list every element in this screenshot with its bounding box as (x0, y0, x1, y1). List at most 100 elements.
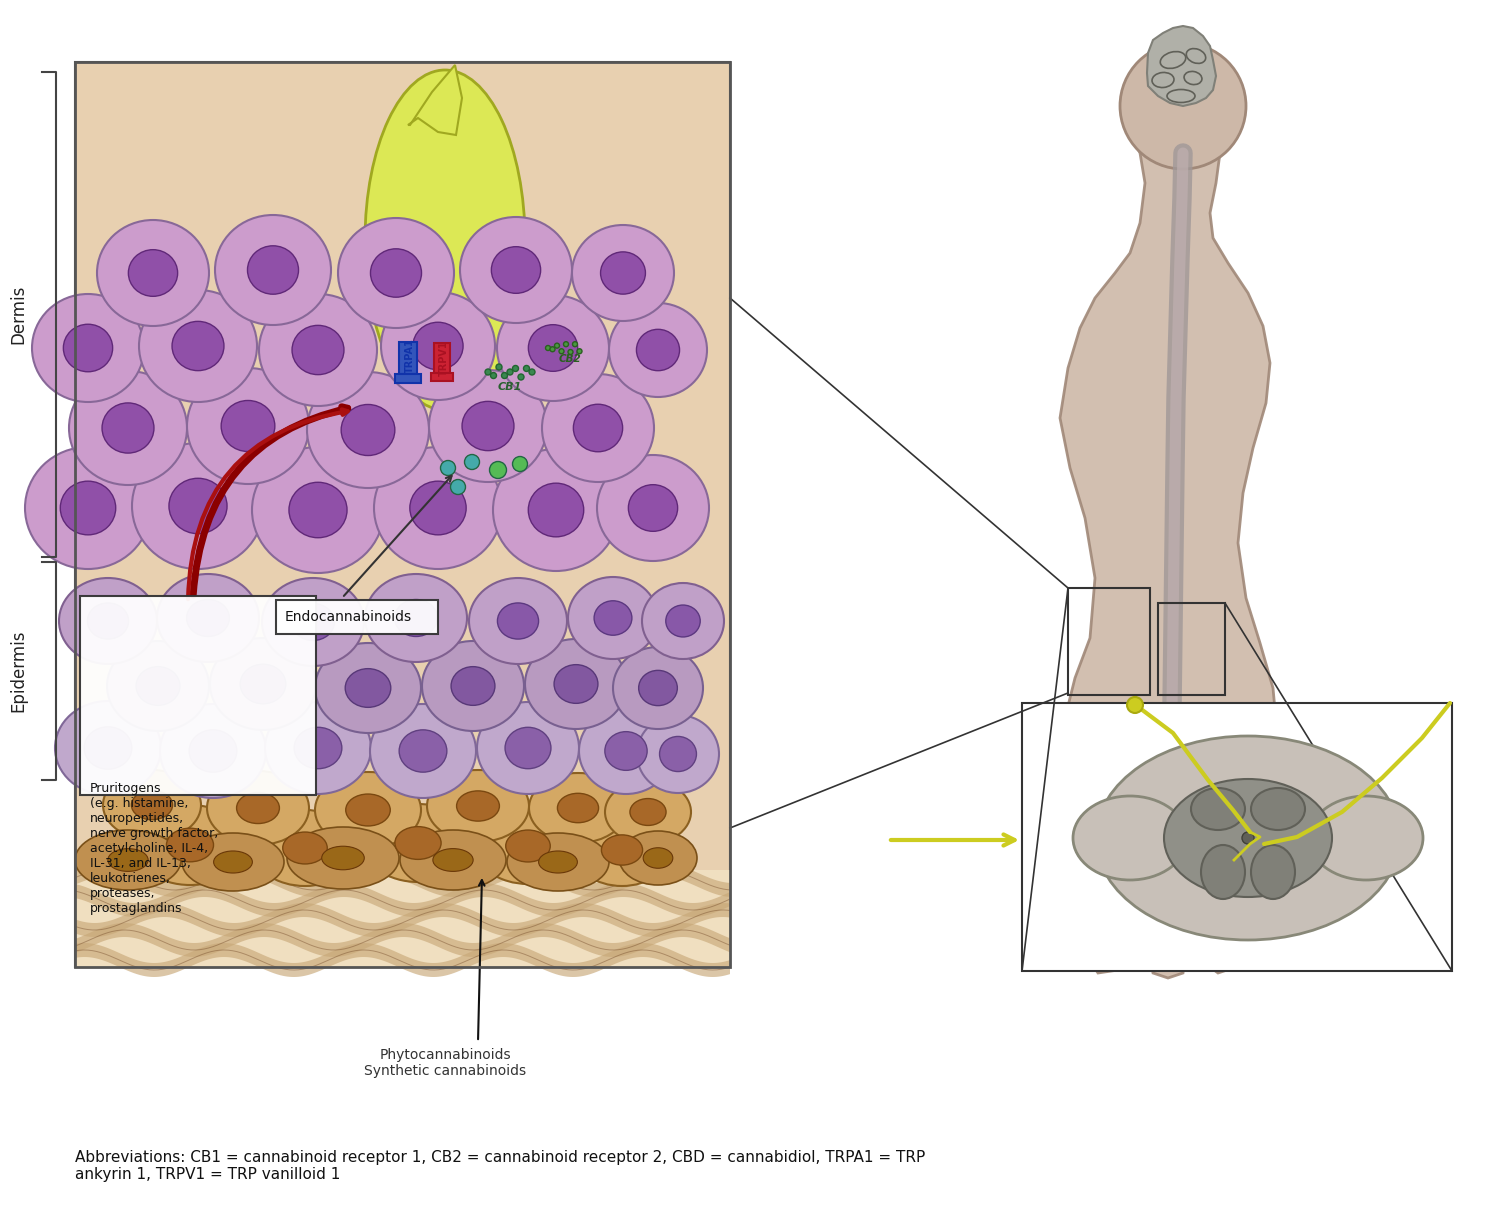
Bar (1158, 603, 1225, 695)
Ellipse shape (182, 833, 284, 891)
Ellipse shape (595, 600, 632, 635)
Ellipse shape (1250, 789, 1304, 830)
Bar (75, 870, 731, 967)
Ellipse shape (399, 730, 447, 773)
Ellipse shape (258, 294, 376, 406)
Ellipse shape (601, 252, 645, 294)
Ellipse shape (451, 667, 495, 706)
Ellipse shape (580, 708, 672, 793)
Ellipse shape (338, 217, 454, 328)
Ellipse shape (539, 850, 577, 874)
Text: CB2: CB2 (559, 354, 581, 364)
Bar (399, 341, 417, 374)
Ellipse shape (460, 217, 572, 323)
Ellipse shape (241, 665, 285, 703)
Ellipse shape (31, 294, 143, 402)
Ellipse shape (506, 830, 550, 861)
Ellipse shape (381, 292, 495, 400)
Ellipse shape (88, 603, 128, 639)
Ellipse shape (139, 290, 257, 402)
Circle shape (559, 349, 565, 354)
Ellipse shape (190, 730, 238, 773)
Ellipse shape (409, 481, 466, 535)
Circle shape (441, 460, 456, 475)
Ellipse shape (1201, 844, 1245, 899)
Ellipse shape (462, 401, 514, 451)
Ellipse shape (97, 220, 209, 326)
Ellipse shape (506, 833, 610, 891)
Ellipse shape (605, 780, 692, 844)
Text: TRPA1: TRPA1 (405, 338, 415, 373)
Ellipse shape (187, 368, 309, 484)
Ellipse shape (261, 578, 365, 666)
Ellipse shape (84, 727, 131, 769)
Ellipse shape (291, 326, 344, 374)
Ellipse shape (128, 249, 178, 296)
Ellipse shape (1073, 796, 1188, 880)
Ellipse shape (131, 443, 264, 569)
Text: Dermis: Dermis (9, 284, 27, 344)
Ellipse shape (421, 642, 524, 731)
Ellipse shape (252, 810, 359, 886)
Ellipse shape (602, 835, 642, 865)
Bar (75, 62, 731, 967)
Bar (1068, 588, 1150, 695)
Ellipse shape (157, 573, 258, 662)
Circle shape (512, 366, 518, 372)
Circle shape (451, 480, 466, 495)
Circle shape (502, 373, 508, 379)
Ellipse shape (394, 599, 438, 637)
Polygon shape (1147, 26, 1216, 106)
Circle shape (486, 369, 492, 375)
Ellipse shape (574, 405, 623, 452)
Ellipse shape (636, 329, 680, 371)
Text: Pruritogens
(e.g. histamine,
neuropeptides,
nerve growth factor,
acetylcholine, : Pruritogens (e.g. histamine, neuropeptid… (90, 782, 218, 915)
Ellipse shape (345, 795, 390, 826)
Ellipse shape (69, 371, 187, 485)
Circle shape (490, 373, 496, 379)
Ellipse shape (294, 728, 342, 769)
Ellipse shape (321, 846, 365, 870)
Ellipse shape (524, 639, 627, 729)
Ellipse shape (55, 701, 161, 795)
Ellipse shape (282, 832, 327, 864)
Ellipse shape (315, 643, 421, 733)
Ellipse shape (529, 484, 584, 537)
Bar (430, 373, 453, 382)
Circle shape (490, 462, 506, 479)
Bar (75, 62, 731, 967)
Ellipse shape (493, 450, 619, 571)
Ellipse shape (630, 798, 666, 825)
Ellipse shape (394, 826, 441, 859)
Ellipse shape (469, 578, 568, 665)
FancyBboxPatch shape (276, 600, 438, 634)
Ellipse shape (102, 403, 154, 453)
Ellipse shape (291, 604, 335, 640)
Ellipse shape (433, 848, 474, 871)
Ellipse shape (287, 827, 399, 889)
Ellipse shape (221, 401, 275, 452)
Ellipse shape (108, 642, 209, 731)
Ellipse shape (427, 770, 529, 842)
Ellipse shape (598, 454, 710, 561)
Ellipse shape (134, 806, 247, 885)
Ellipse shape (554, 665, 598, 703)
Circle shape (568, 350, 574, 355)
Ellipse shape (345, 668, 391, 707)
Ellipse shape (236, 792, 279, 824)
Ellipse shape (1191, 789, 1245, 830)
Ellipse shape (642, 583, 725, 659)
Ellipse shape (529, 773, 627, 843)
Ellipse shape (498, 603, 538, 639)
Ellipse shape (412, 322, 463, 369)
Polygon shape (408, 64, 462, 135)
Circle shape (465, 454, 480, 469)
Ellipse shape (341, 405, 394, 456)
Circle shape (512, 457, 527, 471)
Circle shape (554, 343, 559, 349)
Ellipse shape (644, 848, 672, 869)
Ellipse shape (131, 790, 173, 820)
Ellipse shape (477, 702, 580, 793)
Ellipse shape (25, 447, 151, 569)
Circle shape (550, 346, 554, 351)
